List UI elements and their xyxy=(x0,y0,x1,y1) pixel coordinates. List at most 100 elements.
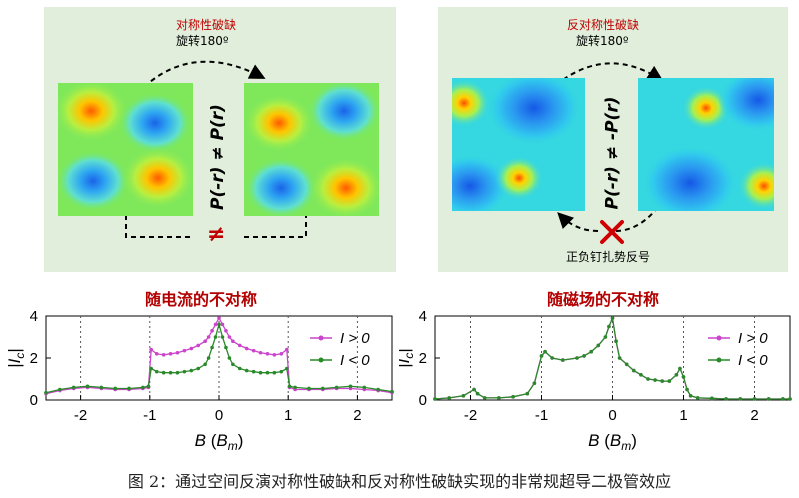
data-point xyxy=(472,387,476,392)
rotation-label-left: 旋转180º xyxy=(176,34,229,48)
data-point xyxy=(161,370,166,375)
data-point xyxy=(220,335,225,339)
data-point xyxy=(752,397,757,401)
data-point xyxy=(127,386,131,391)
data-point xyxy=(58,387,62,392)
data-point xyxy=(646,377,650,381)
y-axis-label: |Ic| xyxy=(399,348,416,368)
equation-left: P(-r) ≠ P(r) xyxy=(208,104,228,210)
legend-label: I > 0 xyxy=(340,330,370,347)
data-point xyxy=(203,339,207,343)
y-tick-label: 4 xyxy=(30,308,38,325)
data-point xyxy=(497,396,501,400)
not-equal-symbol: ≠ xyxy=(207,222,226,247)
data-point xyxy=(766,397,771,401)
data-point xyxy=(362,385,367,390)
data-point xyxy=(624,362,629,367)
data-point xyxy=(614,339,618,343)
symmetry-breaking-label: 对称性破缺 xyxy=(176,18,237,32)
data-point xyxy=(182,348,187,353)
x-tick-label: 1 xyxy=(679,407,687,424)
data-point xyxy=(660,379,664,383)
data-point xyxy=(210,328,214,333)
data-point xyxy=(334,385,339,390)
legend-marker xyxy=(318,335,324,341)
equation-right: P(-r) ≠ -P(r) xyxy=(602,96,623,210)
x-tick-label: 2 xyxy=(750,407,758,424)
x-tick-label: -2 xyxy=(74,407,87,424)
data-point xyxy=(376,387,380,392)
legend-label: I < 0 xyxy=(738,352,768,369)
data-point xyxy=(217,316,221,320)
data-point xyxy=(217,322,221,327)
data-point xyxy=(688,394,693,398)
data-point xyxy=(543,349,547,354)
data-point xyxy=(279,369,284,374)
data-point xyxy=(227,356,232,360)
data-point xyxy=(182,369,187,374)
data-point xyxy=(189,346,194,351)
data-point xyxy=(85,384,90,389)
pinning-reversal-label: 正负钉扎势反号 xyxy=(566,250,651,264)
data-point xyxy=(206,356,211,360)
data-point xyxy=(461,394,466,398)
data-point xyxy=(607,324,611,329)
data-point xyxy=(307,386,311,391)
y-tick-label: 2 xyxy=(419,350,427,367)
x-axis-label: B (Bm) xyxy=(588,431,637,453)
data-point xyxy=(788,397,792,401)
data-point xyxy=(287,384,292,389)
data-point xyxy=(511,395,515,399)
data-point xyxy=(113,386,117,391)
data-point xyxy=(596,343,601,348)
heatmap-right-original xyxy=(452,78,585,211)
data-point xyxy=(738,397,743,401)
data-point xyxy=(617,356,622,360)
x-tick-label: -2 xyxy=(464,407,477,424)
data-point xyxy=(141,385,145,390)
data-point xyxy=(678,366,682,371)
data-point xyxy=(258,350,263,355)
heatmap-left-rotated xyxy=(244,83,379,216)
chart-current-asymmetry: -2 -1 0 1 2 0 2 4 I > 0 I < 0 B (Bm) |Ic| xyxy=(5,308,394,453)
data-point xyxy=(532,381,537,385)
data-point xyxy=(175,350,180,355)
legend-marker xyxy=(716,335,722,341)
x-tick-label: 0 xyxy=(215,407,223,424)
data-point xyxy=(224,345,228,350)
x-tick-label: -1 xyxy=(143,407,156,424)
data-point xyxy=(482,396,487,400)
data-point xyxy=(265,352,270,356)
data-point xyxy=(279,352,284,356)
data-point xyxy=(525,391,530,396)
x-tick-label: 1 xyxy=(284,407,292,424)
legend-marker xyxy=(318,357,324,363)
data-point xyxy=(285,366,289,371)
data-point xyxy=(251,369,256,374)
data-point xyxy=(589,349,593,354)
x-tick-label: 2 xyxy=(353,407,361,424)
data-point xyxy=(321,386,325,391)
data-point xyxy=(272,370,277,375)
data-point xyxy=(149,347,153,352)
y-axis-label: |Ic| xyxy=(5,348,27,368)
data-point xyxy=(168,370,173,375)
data-point xyxy=(781,397,785,401)
rotation-label-right: 旋转180º xyxy=(576,34,629,48)
data-point xyxy=(667,379,672,383)
data-point xyxy=(44,390,48,395)
data-point xyxy=(710,396,714,401)
data-point xyxy=(685,387,689,392)
chart-title-field: 随磁场的不对称 xyxy=(547,290,660,309)
data-point xyxy=(227,335,232,339)
data-point xyxy=(231,339,235,343)
data-point xyxy=(206,335,211,339)
data-point xyxy=(475,391,480,396)
legend-label: I < 0 xyxy=(340,352,370,369)
data-point xyxy=(175,370,180,375)
data-point xyxy=(244,368,249,373)
data-point xyxy=(681,375,686,379)
x-axis-label: B (Bm) xyxy=(195,431,244,453)
data-point xyxy=(550,356,554,360)
data-point xyxy=(348,384,353,389)
